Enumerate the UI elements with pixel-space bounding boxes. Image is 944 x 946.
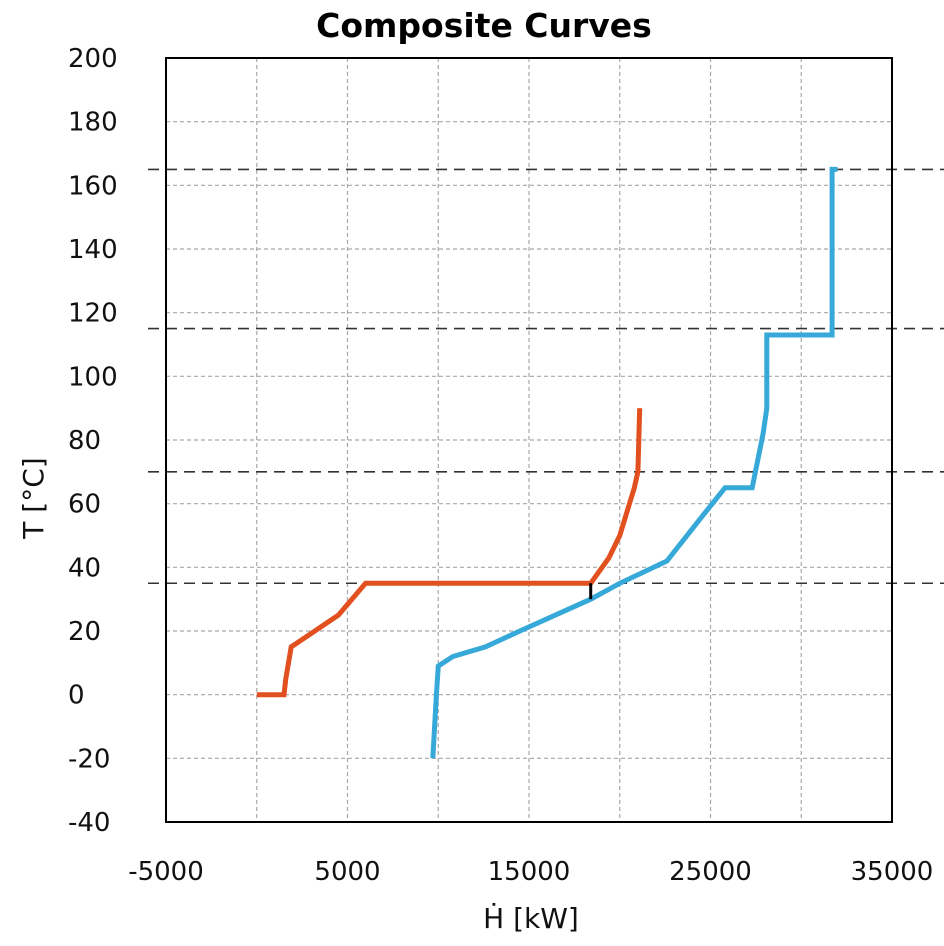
- y-tick-label: 20: [68, 617, 101, 647]
- plot-frame: [165, 57, 893, 823]
- x-tick-label: -5000: [128, 857, 204, 887]
- chart-title: Composite Curves: [316, 6, 652, 45]
- y-tick-label: 0: [68, 681, 85, 711]
- grid-lines: [166, 58, 892, 822]
- y-tick-label: 160: [68, 171, 118, 201]
- y-tick-label: 80: [68, 426, 101, 456]
- x-tick-label: 25000: [669, 857, 752, 887]
- cold-composite-curve: [430, 166, 838, 759]
- y-tick-label: 40: [68, 553, 101, 583]
- x-tick-label: 5000: [314, 857, 380, 887]
- y-tick-label: 180: [68, 108, 118, 138]
- y-axis-label: T [°C]: [17, 457, 50, 539]
- x-axis-label: Ḣ [kW]: [483, 902, 579, 935]
- y-tick-label: 60: [68, 490, 101, 520]
- series-lines: [256, 166, 838, 759]
- y-tick-label: -20: [68, 744, 110, 774]
- y-tick-label: 200: [68, 44, 118, 74]
- y-tick-label: 100: [68, 362, 118, 392]
- y-tick-label: 140: [68, 235, 118, 265]
- x-tick-labels: -5000 5000 15000 25000 35000: [128, 857, 933, 887]
- x-tick-label: 15000: [488, 857, 571, 887]
- hot-composite-curve: [256, 408, 643, 698]
- y-tick-label: -40: [68, 808, 110, 838]
- x-tick-label: 35000: [851, 857, 934, 887]
- y-tick-label: 120: [68, 299, 118, 329]
